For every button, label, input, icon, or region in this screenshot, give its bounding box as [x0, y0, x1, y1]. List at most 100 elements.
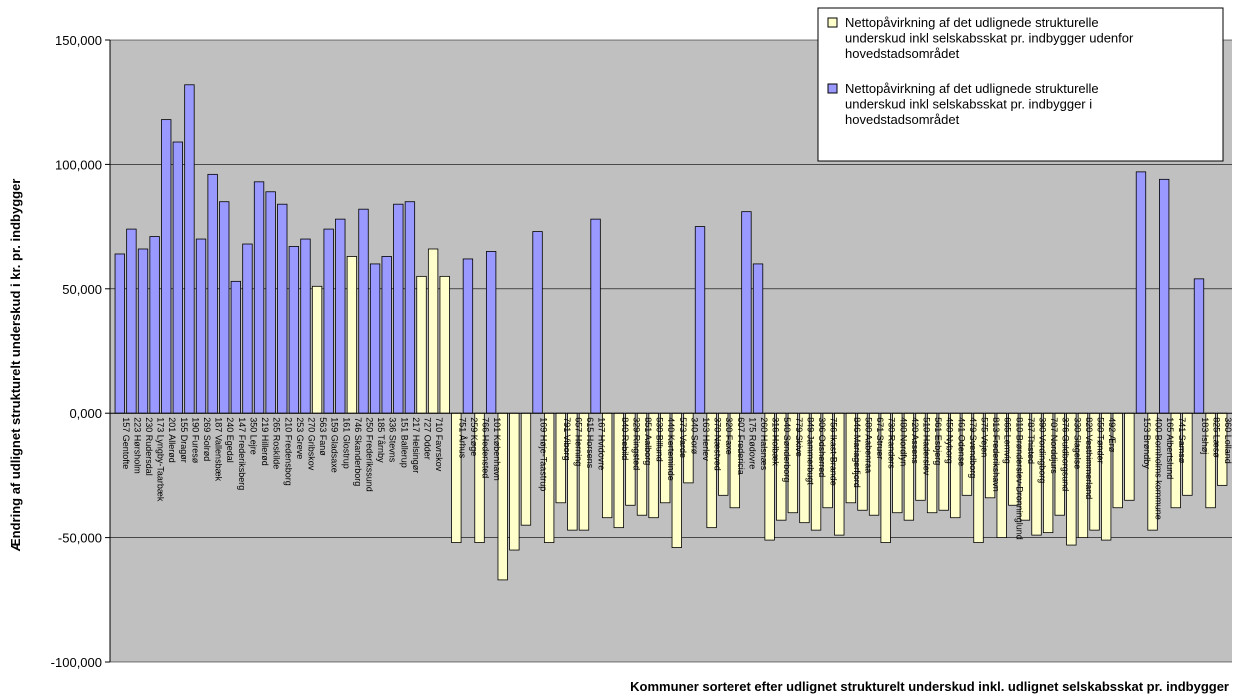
category-label: 316 Holbæk	[771, 417, 781, 466]
category-label: 185 Tårnby	[376, 417, 386, 463]
category-label: 563 Fanø	[318, 417, 328, 456]
category-label: 269 Solrød	[202, 417, 212, 461]
category-label: 479 Svendborg	[968, 417, 978, 478]
category-label: 787 Thisted	[1026, 417, 1036, 464]
category-label: 159 Gladsaxe	[330, 417, 340, 473]
category-label: 540 Sønderborg	[782, 417, 792, 482]
bar-outside	[509, 412, 520, 551]
bar-capital	[114, 253, 125, 414]
category-label: 390 Vordingborg	[1038, 417, 1048, 483]
y-tick-label: 100,000	[55, 157, 102, 172]
category-label: 330 Slagelse	[1072, 417, 1082, 469]
category-label: 756 Ikast-Brande	[829, 417, 839, 486]
category-label: 320 Faxe	[724, 417, 734, 455]
bar-capital	[277, 203, 288, 414]
bar-capital	[1135, 171, 1147, 414]
category-label: 851 Aalborg	[643, 417, 653, 465]
bar-capital	[335, 218, 346, 414]
category-label: 219 Hillerød	[260, 417, 270, 466]
category-label: 846 Mariagerfjord	[852, 417, 862, 488]
category-label: 155 Dragør	[179, 417, 189, 463]
category-label: 510 Haderslev	[921, 417, 931, 476]
category-label: 813 Frederikshavn	[991, 417, 1001, 492]
bar-capital	[381, 256, 392, 414]
category-label: 671 Struer	[875, 417, 885, 459]
bar-capital	[752, 263, 764, 414]
legend-swatch-outside	[827, 17, 838, 28]
category-label: 169 Høje-Taastrup	[539, 417, 549, 491]
bar-capital	[393, 203, 404, 414]
bar-capital	[300, 238, 311, 414]
legend-label-capital: Nettopåvirkning af det udlignede struktu…	[845, 81, 1099, 127]
bar-outside	[1124, 412, 1135, 501]
category-label: 727 Odder	[423, 417, 433, 460]
category-label: 607 Fredericia	[736, 417, 746, 475]
category-label: 240 Egedal	[225, 417, 235, 463]
bar-capital	[242, 243, 253, 414]
category-label: 370 Næstved	[713, 417, 723, 471]
bar-capital	[207, 173, 218, 414]
bar-capital	[219, 201, 230, 414]
category-label: 766 Hedensted	[481, 417, 491, 478]
bar-outside	[311, 285, 323, 414]
category-label: 840 Rebild	[620, 417, 630, 460]
legend: Nettopåvirkning af det udlignede struktu…	[817, 7, 1224, 162]
category-label: 561 Esbjerg	[933, 417, 943, 465]
y-tick-label: 150,000	[55, 33, 102, 48]
bar-capital	[137, 248, 149, 414]
y-tick-label: 0,000	[69, 406, 102, 421]
bar-capital	[172, 141, 183, 414]
legend-swatch-capital	[827, 83, 838, 94]
category-label: 849 Jammerbugt	[805, 417, 815, 485]
category-label: 259 Køge	[469, 417, 479, 456]
category-label: 175 Rødovre	[747, 417, 757, 469]
category-label: 492 Ærø	[1107, 417, 1117, 453]
category-label: 450 Nyborg	[945, 417, 955, 464]
bar-capital	[532, 231, 543, 414]
category-label: 746 Skanderborg	[353, 417, 363, 486]
category-label: 810 Brønderslev-Dronninglund	[1014, 417, 1024, 540]
bar-capital	[230, 280, 242, 414]
category-label: 575 Vejen	[980, 417, 990, 457]
category-label: 260 Halsnæs	[759, 417, 769, 471]
bar-capital	[288, 246, 300, 414]
bar-capital	[323, 228, 334, 414]
category-label: 167 Hvidovre	[597, 417, 607, 470]
category-label: 336 Stevns	[388, 417, 398, 463]
category-label: 707 Norddjurs	[1049, 417, 1059, 474]
category-label: 665 Lemvig	[1003, 417, 1013, 464]
bar-capital	[590, 218, 601, 414]
category-label: 530 Billund	[655, 417, 665, 462]
category-label: 340 Sorø	[689, 417, 699, 455]
category-label: 741 Samsø	[1177, 417, 1187, 464]
category-label: 350 Lejre	[248, 417, 258, 455]
category-label: 730 Randers	[887, 417, 897, 469]
category-label: 440 Kerteminde	[666, 417, 676, 481]
y-axis-ticks: -100,000 -50,000 0,000 50,000 100,000 150,000	[51, 33, 111, 670]
category-label: 253 Greve	[295, 417, 305, 459]
category-label: 210 Fredensborg	[283, 417, 293, 486]
category-label: 183 Ishøj	[1200, 417, 1210, 454]
x-axis-title: Kommuner sorteret efter udlignet struktu…	[630, 679, 1229, 694]
category-label: 270 Gribskov	[306, 417, 316, 471]
category-label: 187 Vallensbæk	[214, 417, 224, 481]
bar-capital	[1193, 278, 1205, 414]
category-label: 580 Aabenraa	[863, 417, 873, 473]
bar-capital	[369, 263, 381, 414]
category-label: 825 Læsø	[1212, 417, 1222, 458]
category-label: 190 Furesø	[190, 417, 200, 464]
bar-capital	[1159, 178, 1170, 414]
bar-capital	[741, 211, 752, 414]
category-label: 779 Skive	[794, 417, 804, 457]
legend-box	[817, 7, 1224, 162]
category-label: 250 Frederikssund	[364, 417, 374, 492]
bar-outside	[520, 412, 532, 526]
bar-outside	[346, 256, 358, 414]
category-label: 573 Varde	[678, 417, 688, 458]
category-label: 201 Allerød	[167, 417, 177, 463]
legend-label-outside: Nettopåvirkning af det udlignede struktu…	[845, 15, 1134, 61]
bar-capital	[404, 201, 416, 414]
category-label: 820 Vesthimmerland	[1084, 417, 1094, 499]
category-label: 329 Ringsted	[631, 417, 641, 470]
